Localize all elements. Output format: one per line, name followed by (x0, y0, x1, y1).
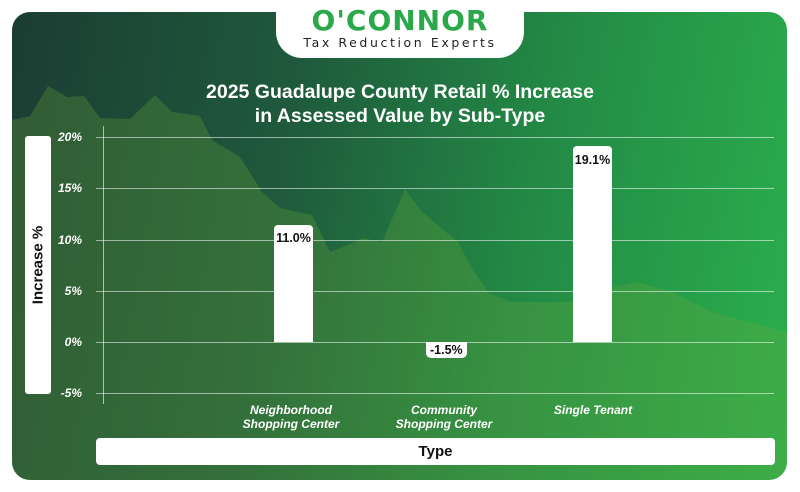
chart-title: 2025 Guadalupe County Retail % Increase … (0, 80, 800, 128)
x-category-line: Neighborhood (250, 403, 332, 417)
y-tick-neg5: -5% (60, 386, 82, 400)
x-category-line: Shopping Center (395, 417, 493, 431)
x-category-line: Single Tenant (553, 403, 633, 417)
y-tick-15: 15% (57, 181, 82, 195)
bar-value-single-tenant: 19.1% (574, 153, 611, 167)
y-tick-0: 0% (64, 335, 82, 349)
y-axis-line (103, 126, 104, 404)
x-category-line: Shopping Center (242, 417, 340, 431)
x-category-line: Community (411, 403, 477, 417)
chart-title-line-2: in Assessed Value by Sub-Type (254, 105, 546, 127)
x-category-community: Community Shopping Center (364, 403, 524, 431)
y-tick-5: 5% (64, 284, 82, 298)
gridline-15 (96, 188, 774, 189)
y-tick-20: 20% (57, 130, 82, 144)
y-tick-10: 10% (57, 233, 82, 247)
bar-neighborhood-shopping-center (274, 225, 313, 342)
y-axis-label-box (25, 136, 51, 394)
bar-value-community: -1.5% (426, 342, 467, 358)
x-axis-label: Type (96, 438, 775, 465)
background-mountain-silhouette (12, 86, 787, 480)
gridline-20 (96, 137, 774, 138)
x-category-neighborhood: Neighborhood Shopping Center (211, 403, 371, 431)
logo-brand-name: O'CONNOR (311, 4, 489, 37)
logo-tagline: Tax Reduction Experts (303, 35, 497, 50)
x-category-single-tenant: Single Tenant (513, 403, 673, 417)
oconnor-logo: O'CONNOR Tax Reduction Experts (276, 0, 524, 58)
chart-card (12, 12, 787, 480)
gridline-10 (96, 240, 774, 241)
gridline-5 (96, 291, 774, 292)
chart-title-line-1: 2025 Guadalupe County Retail % Increase (206, 81, 594, 103)
bar-value-neighborhood: 11.0% (276, 231, 311, 245)
gridline-neg5 (96, 393, 774, 394)
bar-single-tenant (573, 146, 612, 342)
